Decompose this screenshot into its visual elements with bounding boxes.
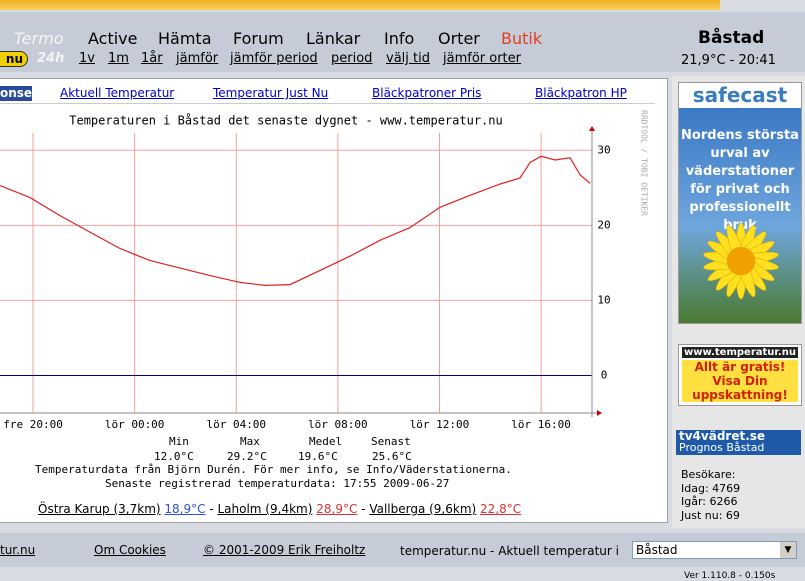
station-name: Båstad <box>698 28 765 48</box>
x-tick-label: lör 04:00 <box>206 418 266 431</box>
temperature-line <box>0 155 591 287</box>
stat-header: Max <box>240 435 260 448</box>
period-link[interactable]: period <box>331 51 373 66</box>
nav-link[interactable]: Länkar <box>306 29 361 48</box>
tab-link[interactable]: Bläckpatron HP <box>535 86 627 100</box>
x-axis-arrow <box>597 410 602 416</box>
period-link[interactable]: välj tid <box>386 51 430 66</box>
x-tick-label: lör 12:00 <box>410 418 470 431</box>
nearby-temp[interactable]: 22,8°C <box>480 502 522 516</box>
top-strip <box>0 0 720 10</box>
station-select[interactable]: Båstad ▼ <box>632 541 797 559</box>
tab-link[interactable]: Bläckpatroner Pris <box>372 86 482 100</box>
side-label: RRDTOOL / TOBI OETIKER <box>640 110 649 216</box>
tab-active[interactable]: onser <box>0 86 38 101</box>
footer-link[interactable]: tur.nu <box>0 543 36 557</box>
ad-text: Nordens största urval av väderstationer … <box>681 128 799 233</box>
y-axis-arrow <box>589 126 595 131</box>
plot-area <box>0 133 592 413</box>
y-tick-label: 10 <box>597 293 610 306</box>
ad-text: Prognos Båstad <box>679 441 765 454</box>
station-current: 21,9°C - 20:41 <box>681 53 776 68</box>
period-link[interactable]: 24h <box>37 51 65 66</box>
stat-header: Medel <box>309 435 343 448</box>
nearby-temp[interactable]: 28,9°C <box>316 502 358 516</box>
stat-source: Temperaturdata från Björn Durén. För mer… <box>35 463 512 476</box>
ad-tv4[interactable]: tv4vädret.se Prognos Båstad <box>676 430 801 455</box>
y-tick-label: 20 <box>597 218 610 231</box>
stat-value: 12.0°C <box>154 450 194 463</box>
nearby-place[interactable]: Vallberga (9,6km) <box>369 502 477 516</box>
flower <box>703 222 779 300</box>
tab-rule <box>0 103 655 104</box>
x-tick-label: lör 08:00 <box>308 418 368 431</box>
period-link[interactable]: jämför period <box>230 51 318 66</box>
period-link[interactable]: 1m <box>108 51 129 66</box>
x-tick-label: lör 00:00 <box>105 418 165 431</box>
footer-link[interactable]: Om Cookies <box>94 543 166 557</box>
stat-latest: Senaste registrerad temperaturdata: 17:5… <box>105 477 450 490</box>
nearby-temp[interactable]: 18,9°C <box>164 502 206 516</box>
chart-title: Temperaturen i Båstad det senaste dygnet… <box>69 114 502 128</box>
stat-value: 29.2°C <box>227 450 267 463</box>
visitors-yesterday: Igår: 6266 <box>681 495 738 508</box>
separator: - <box>357 502 370 516</box>
chart: Temperaturen i Båstad det senaste dygnet… <box>0 110 649 431</box>
nav-link[interactable]: Info <box>384 29 415 48</box>
tab-link[interactable]: Temperatur Just Nu <box>213 86 329 100</box>
ad-text: Allt är gratis! Visa Din uppskattning! <box>682 360 798 402</box>
x-tick-label: fre 20:00 <box>3 418 63 431</box>
nav-link[interactable]: Termo <box>14 29 64 48</box>
visitors-now: Just nu: 69 <box>681 508 740 522</box>
nav-link[interactable]: Hämta <box>158 29 212 48</box>
period-pill[interactable]: nu <box>0 51 28 67</box>
nav-link[interactable]: Active <box>88 29 138 48</box>
ad-brand: tv4vädret.se <box>679 429 766 443</box>
nav-link[interactable]: Forum <box>233 29 284 48</box>
period-link[interactable]: jämför orter <box>443 51 521 66</box>
period-link[interactable]: 1år <box>141 51 163 66</box>
version: Ver 1.110.8 - 0.150s <box>684 571 776 581</box>
select-value: Båstad <box>636 543 678 557</box>
visitors-title: Besökare: <box>681 468 736 481</box>
visitors: Besökare: Idag: 4769 Igår: 6266 Just nu:… <box>681 468 740 522</box>
y-tick-label: 0 <box>601 368 608 381</box>
nearby-place[interactable]: Laholm (9,4km) <box>217 502 313 516</box>
nav-bar <box>0 12 805 72</box>
period-link[interactable]: 1v <box>79 51 95 66</box>
nav-link[interactable]: Butik <box>501 29 543 48</box>
nav-link[interactable]: Orter <box>438 29 480 48</box>
select-arrow[interactable]: ▼ <box>780 542 796 558</box>
stat-value: 19.6°C <box>298 450 338 463</box>
footer-link[interactable]: © 2001-2009 Erik Freiholtz <box>203 543 366 557</box>
footer-label: temperatur.nu - Aktuell temperatur i <box>400 544 619 558</box>
nearby: Östra Karup (3,7km) 18,9°C - Laholm (9,4… <box>38 502 521 516</box>
x-tick-label: lör 16:00 <box>511 418 571 431</box>
period-link[interactable]: jämför <box>176 51 219 66</box>
ad-temperatur[interactable]: www.temperatur.nu Allt är gratis! Visa D… <box>678 344 802 406</box>
stat-header: Min <box>169 435 189 448</box>
nearby-place[interactable]: Östra Karup (3,7km) <box>38 502 161 516</box>
tab-link[interactable]: Aktuell Temperatur <box>60 86 175 100</box>
separator: - <box>205 502 218 516</box>
ad-site: www.temperatur.nu <box>682 347 798 358</box>
ad-safecast[interactable]: safecast Nordens största urval av väders… <box>678 82 802 324</box>
ad-logo: safecast <box>679 83 801 108</box>
stat-header: Senast <box>371 435 411 448</box>
visitors-today: Idag: 4769 <box>681 481 741 495</box>
stat-value: 25.6°C <box>372 450 412 463</box>
y-tick-label: 30 <box>597 143 610 156</box>
